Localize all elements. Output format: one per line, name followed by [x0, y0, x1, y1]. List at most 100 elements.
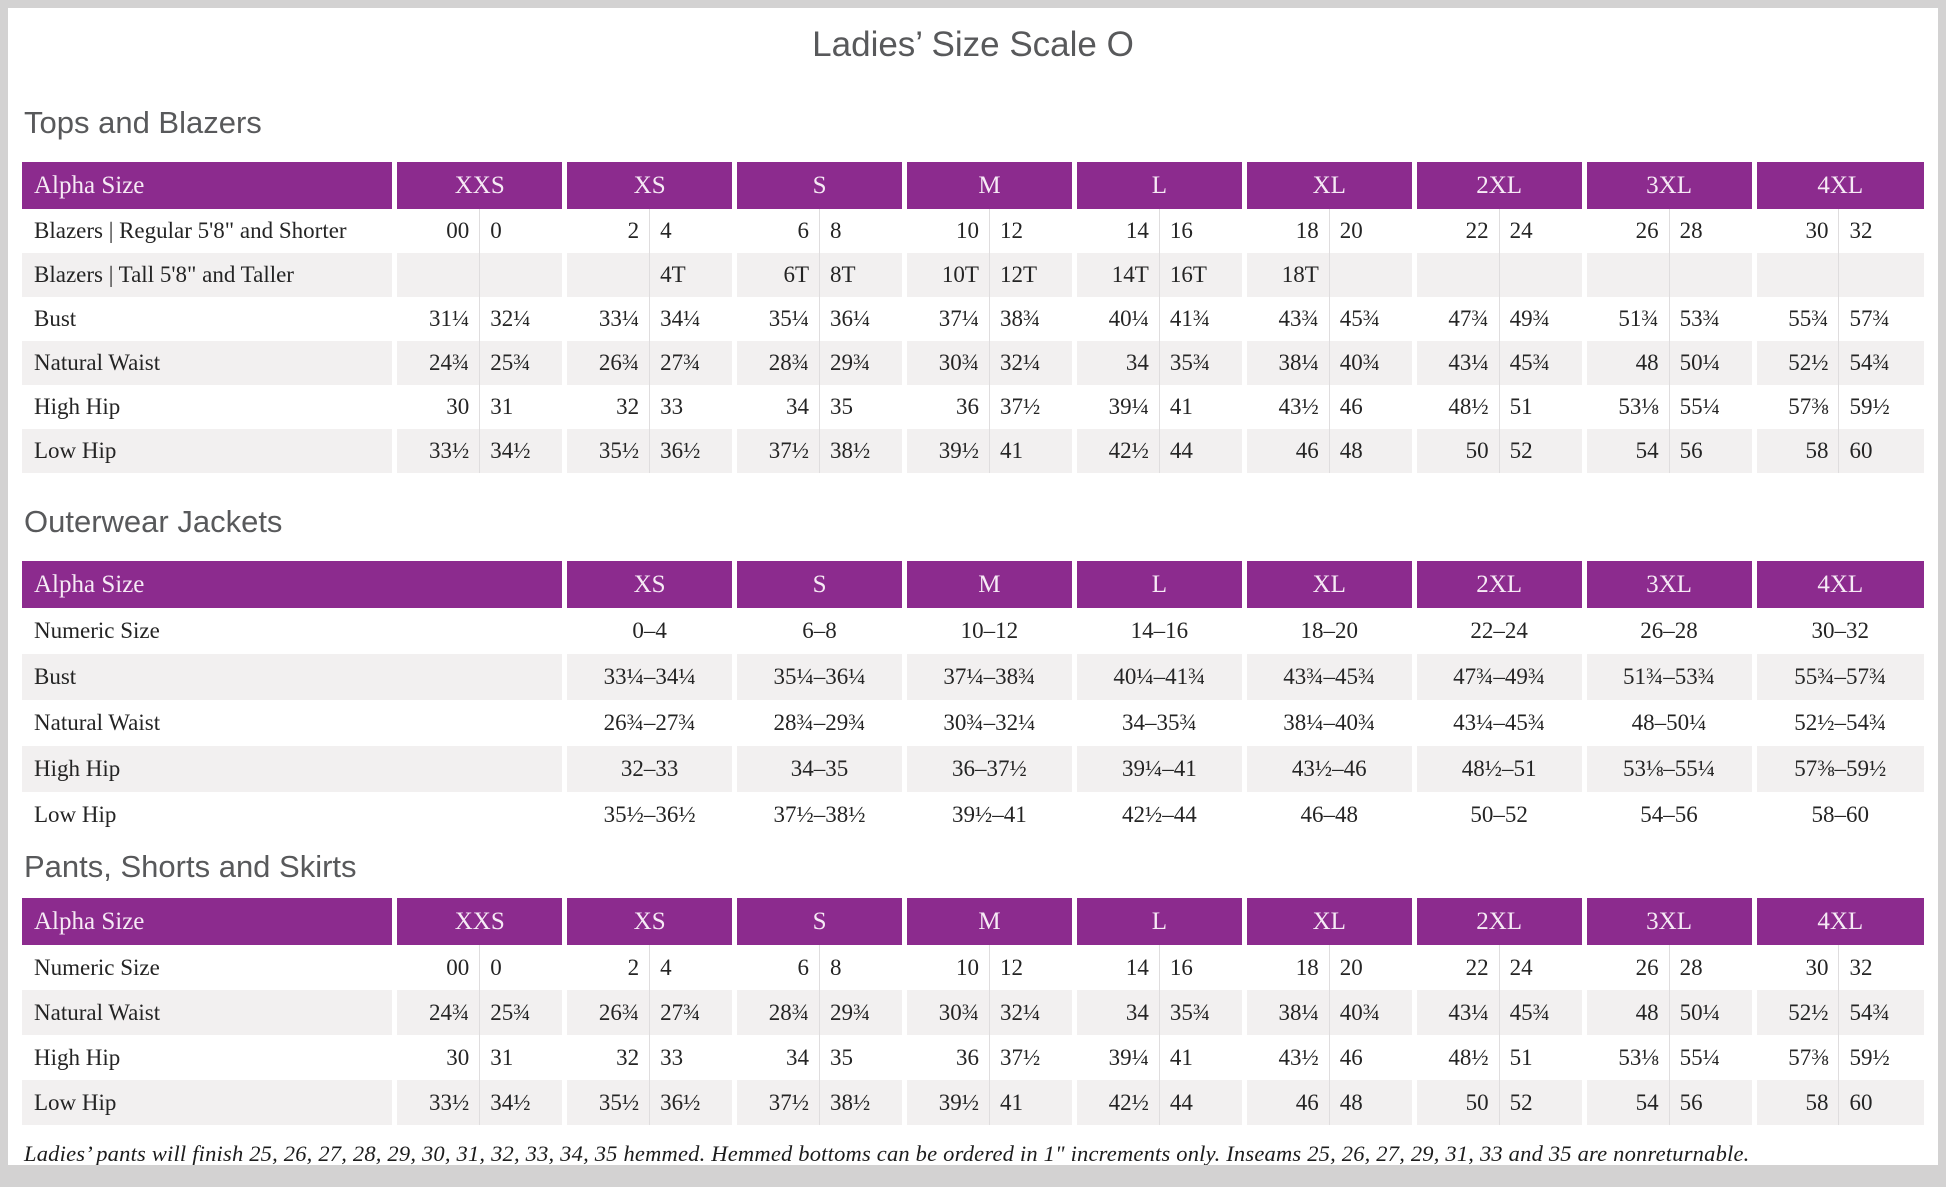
- size-cell: 50: [1411, 1080, 1500, 1125]
- size-cell: 12: [988, 945, 1075, 990]
- size-cell: [1328, 253, 1415, 297]
- size-cell: 52½: [1751, 341, 1839, 385]
- size-cell: 8: [819, 945, 905, 990]
- size-cell: [562, 253, 650, 297]
- section-heading-outerwear-jackets: Outerwear Jackets: [24, 504, 283, 539]
- size-cell: 36: [902, 385, 990, 429]
- row-label: High Hip: [34, 1044, 121, 1070]
- size-cell: 35¾: [1158, 990, 1245, 1035]
- size-cell: 20: [1328, 209, 1415, 253]
- size-cell: 37½: [732, 429, 820, 473]
- size-cell: 8T: [819, 253, 905, 297]
- size-cell: 34: [732, 1035, 820, 1080]
- row-label: Natural Waist: [22, 341, 395, 385]
- size-cell: 28¾–29¾: [732, 700, 905, 746]
- size-cell: 30–32: [1751, 608, 1924, 654]
- size-cell: 41: [988, 429, 1075, 473]
- size-cell: 18: [1241, 209, 1330, 253]
- size-cell: 35¾: [1158, 341, 1245, 385]
- size-cell: 31¼: [392, 297, 480, 341]
- column-header-3xl: 3XL: [1581, 162, 1755, 209]
- table-row: Low Hip 33½ 34½ 35½ 36½ 37½ 38½ 39½ 41 42½ 44 46 48 5…: [22, 1080, 1924, 1125]
- size-cell: 34–35: [732, 746, 905, 792]
- size-cell: 35½: [562, 429, 650, 473]
- size-cell: 57¾: [1838, 297, 1924, 341]
- size-cell: 39¼: [1071, 1035, 1160, 1080]
- size-cell: 0–4: [562, 608, 735, 654]
- outerwear-jackets-table-container: Alpha Size XS S M L XL 2XL 3XL 4XL Numeric Size 0–…: [22, 561, 1924, 838]
- size-cell: [1668, 253, 1755, 297]
- size-cell: 38¼: [1241, 341, 1330, 385]
- size-cell: 42½: [1071, 1080, 1160, 1125]
- size-cell: 36: [902, 1035, 990, 1080]
- size-cell: 24¾: [392, 341, 480, 385]
- size-cell: 38¼: [1241, 990, 1330, 1035]
- size-cell: 35½: [562, 1080, 650, 1125]
- size-cell: 51: [1498, 385, 1585, 429]
- size-cell: 43¾: [1241, 297, 1330, 341]
- size-cell: [1581, 253, 1670, 297]
- column-header-alpha-size: Alpha Size: [22, 561, 565, 608]
- row-label: Low Hip: [22, 1080, 395, 1125]
- size-cell: 53¾: [1668, 297, 1755, 341]
- size-cell: 48½–51: [1411, 746, 1585, 792]
- size-cell: 41: [988, 1080, 1075, 1125]
- size-cell: 46–48: [1241, 792, 1415, 838]
- size-cell: 48: [1581, 990, 1670, 1035]
- row-label: Numeric Size: [34, 618, 160, 643]
- size-cell: 32–33: [562, 746, 735, 792]
- column-header-xxs: XXS: [392, 162, 565, 209]
- size-cell: 36¼: [819, 297, 905, 341]
- size-cell: 57⅜: [1751, 1035, 1839, 1080]
- column-header-4xl: 4XL: [1751, 561, 1924, 608]
- size-cell: 22–24: [1411, 608, 1585, 654]
- size-cell: 26–28: [1581, 608, 1754, 654]
- size-cell: 43¼: [1411, 341, 1500, 385]
- size-cell: 32: [1838, 209, 1924, 253]
- size-cell: 24: [1498, 209, 1585, 253]
- column-header-s: S: [732, 561, 905, 608]
- size-cell: 28: [1668, 945, 1755, 990]
- size-cell: 56: [1668, 1080, 1755, 1125]
- size-cell: 55¾: [1751, 297, 1839, 341]
- column-header-l: L: [1071, 898, 1245, 945]
- column-header-3xl: 3XL: [1581, 898, 1755, 945]
- size-cell: 30¾–32¼: [901, 700, 1075, 746]
- size-cell: 43¾–45¾: [1241, 654, 1415, 700]
- size-cell: 57⅜: [1751, 385, 1839, 429]
- size-cell: 10: [902, 209, 990, 253]
- size-cell: 36½: [649, 429, 735, 473]
- size-cell: 37½: [988, 385, 1075, 429]
- size-cell: 34: [732, 385, 820, 429]
- size-cell: 48½: [1411, 1035, 1500, 1080]
- size-cell: 40¼–41¾: [1071, 654, 1245, 700]
- size-cell: [1411, 253, 1500, 297]
- size-cell: 58–60: [1751, 792, 1924, 838]
- column-header-2xl: 2XL: [1411, 162, 1585, 209]
- size-cell: 54: [1581, 1080, 1670, 1125]
- size-cell: 54¾: [1838, 341, 1924, 385]
- section-pants-shorts-skirts: Pants, Shorts and Skirts Alpha Size XXS XS…: [22, 846, 1924, 1125]
- size-cell: 4: [649, 209, 735, 253]
- size-cell: 33¼: [562, 297, 650, 341]
- size-cell: 50¼: [1668, 341, 1755, 385]
- table-row: Bust 33¼–34¼ 35¼–36¼ 37¼–38¾ 40¼–41¾ 43¾–45¾ 4…: [22, 654, 1924, 700]
- size-cell: 29¾: [819, 341, 905, 385]
- size-cell: 37½–38½: [732, 792, 905, 838]
- table-row: High Hip 30 31 32 33 34 35 36 37½ 39¼ 41 43½ 46 48½ 51…: [22, 385, 1924, 429]
- size-cell: 30: [392, 385, 480, 429]
- size-cell: 52½–54¾: [1751, 700, 1924, 746]
- column-header-xl: XL: [1241, 162, 1415, 209]
- size-cell: 39½: [902, 1080, 990, 1125]
- size-table: Alpha Size XS S M L XL 2XL 3XL 4XL Numeric Size 0–…: [22, 561, 1924, 838]
- column-header-s: S: [732, 162, 905, 209]
- size-chart-page: Ladies’ Size Scale O Tops and Blazers Al…: [8, 8, 1938, 1165]
- column-header-m: M: [901, 561, 1075, 608]
- size-cell: 41¾: [1158, 297, 1245, 341]
- table-row: Low Hip 35½–36½ 37½–38½ 39½–41 42½–44 46–48 50…: [22, 792, 1924, 838]
- table-row: Numeric Size 00 0 2 4 6 8 10 12 14 16 18 20 22 24 26 28 3…: [22, 945, 1924, 990]
- table-row: Natural Waist 24¾ 25¾ 26¾ 27¾ 28¾ 29¾ 30¾ 32¼ 34 3…: [22, 990, 1924, 1035]
- size-cell: 42½: [1071, 429, 1160, 473]
- size-cell: 40¾: [1328, 990, 1415, 1035]
- size-cell: 33¼–34¼: [562, 654, 735, 700]
